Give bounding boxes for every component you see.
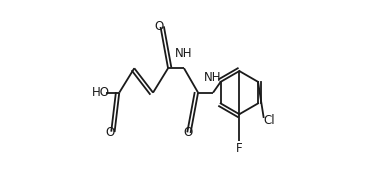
Text: O: O (154, 20, 163, 33)
Text: NH: NH (175, 47, 193, 60)
Text: O: O (183, 126, 192, 139)
Text: F: F (236, 142, 243, 155)
Text: Cl: Cl (263, 114, 275, 127)
Text: O: O (105, 125, 114, 139)
Text: HO: HO (92, 86, 110, 99)
Text: NH: NH (204, 71, 222, 84)
